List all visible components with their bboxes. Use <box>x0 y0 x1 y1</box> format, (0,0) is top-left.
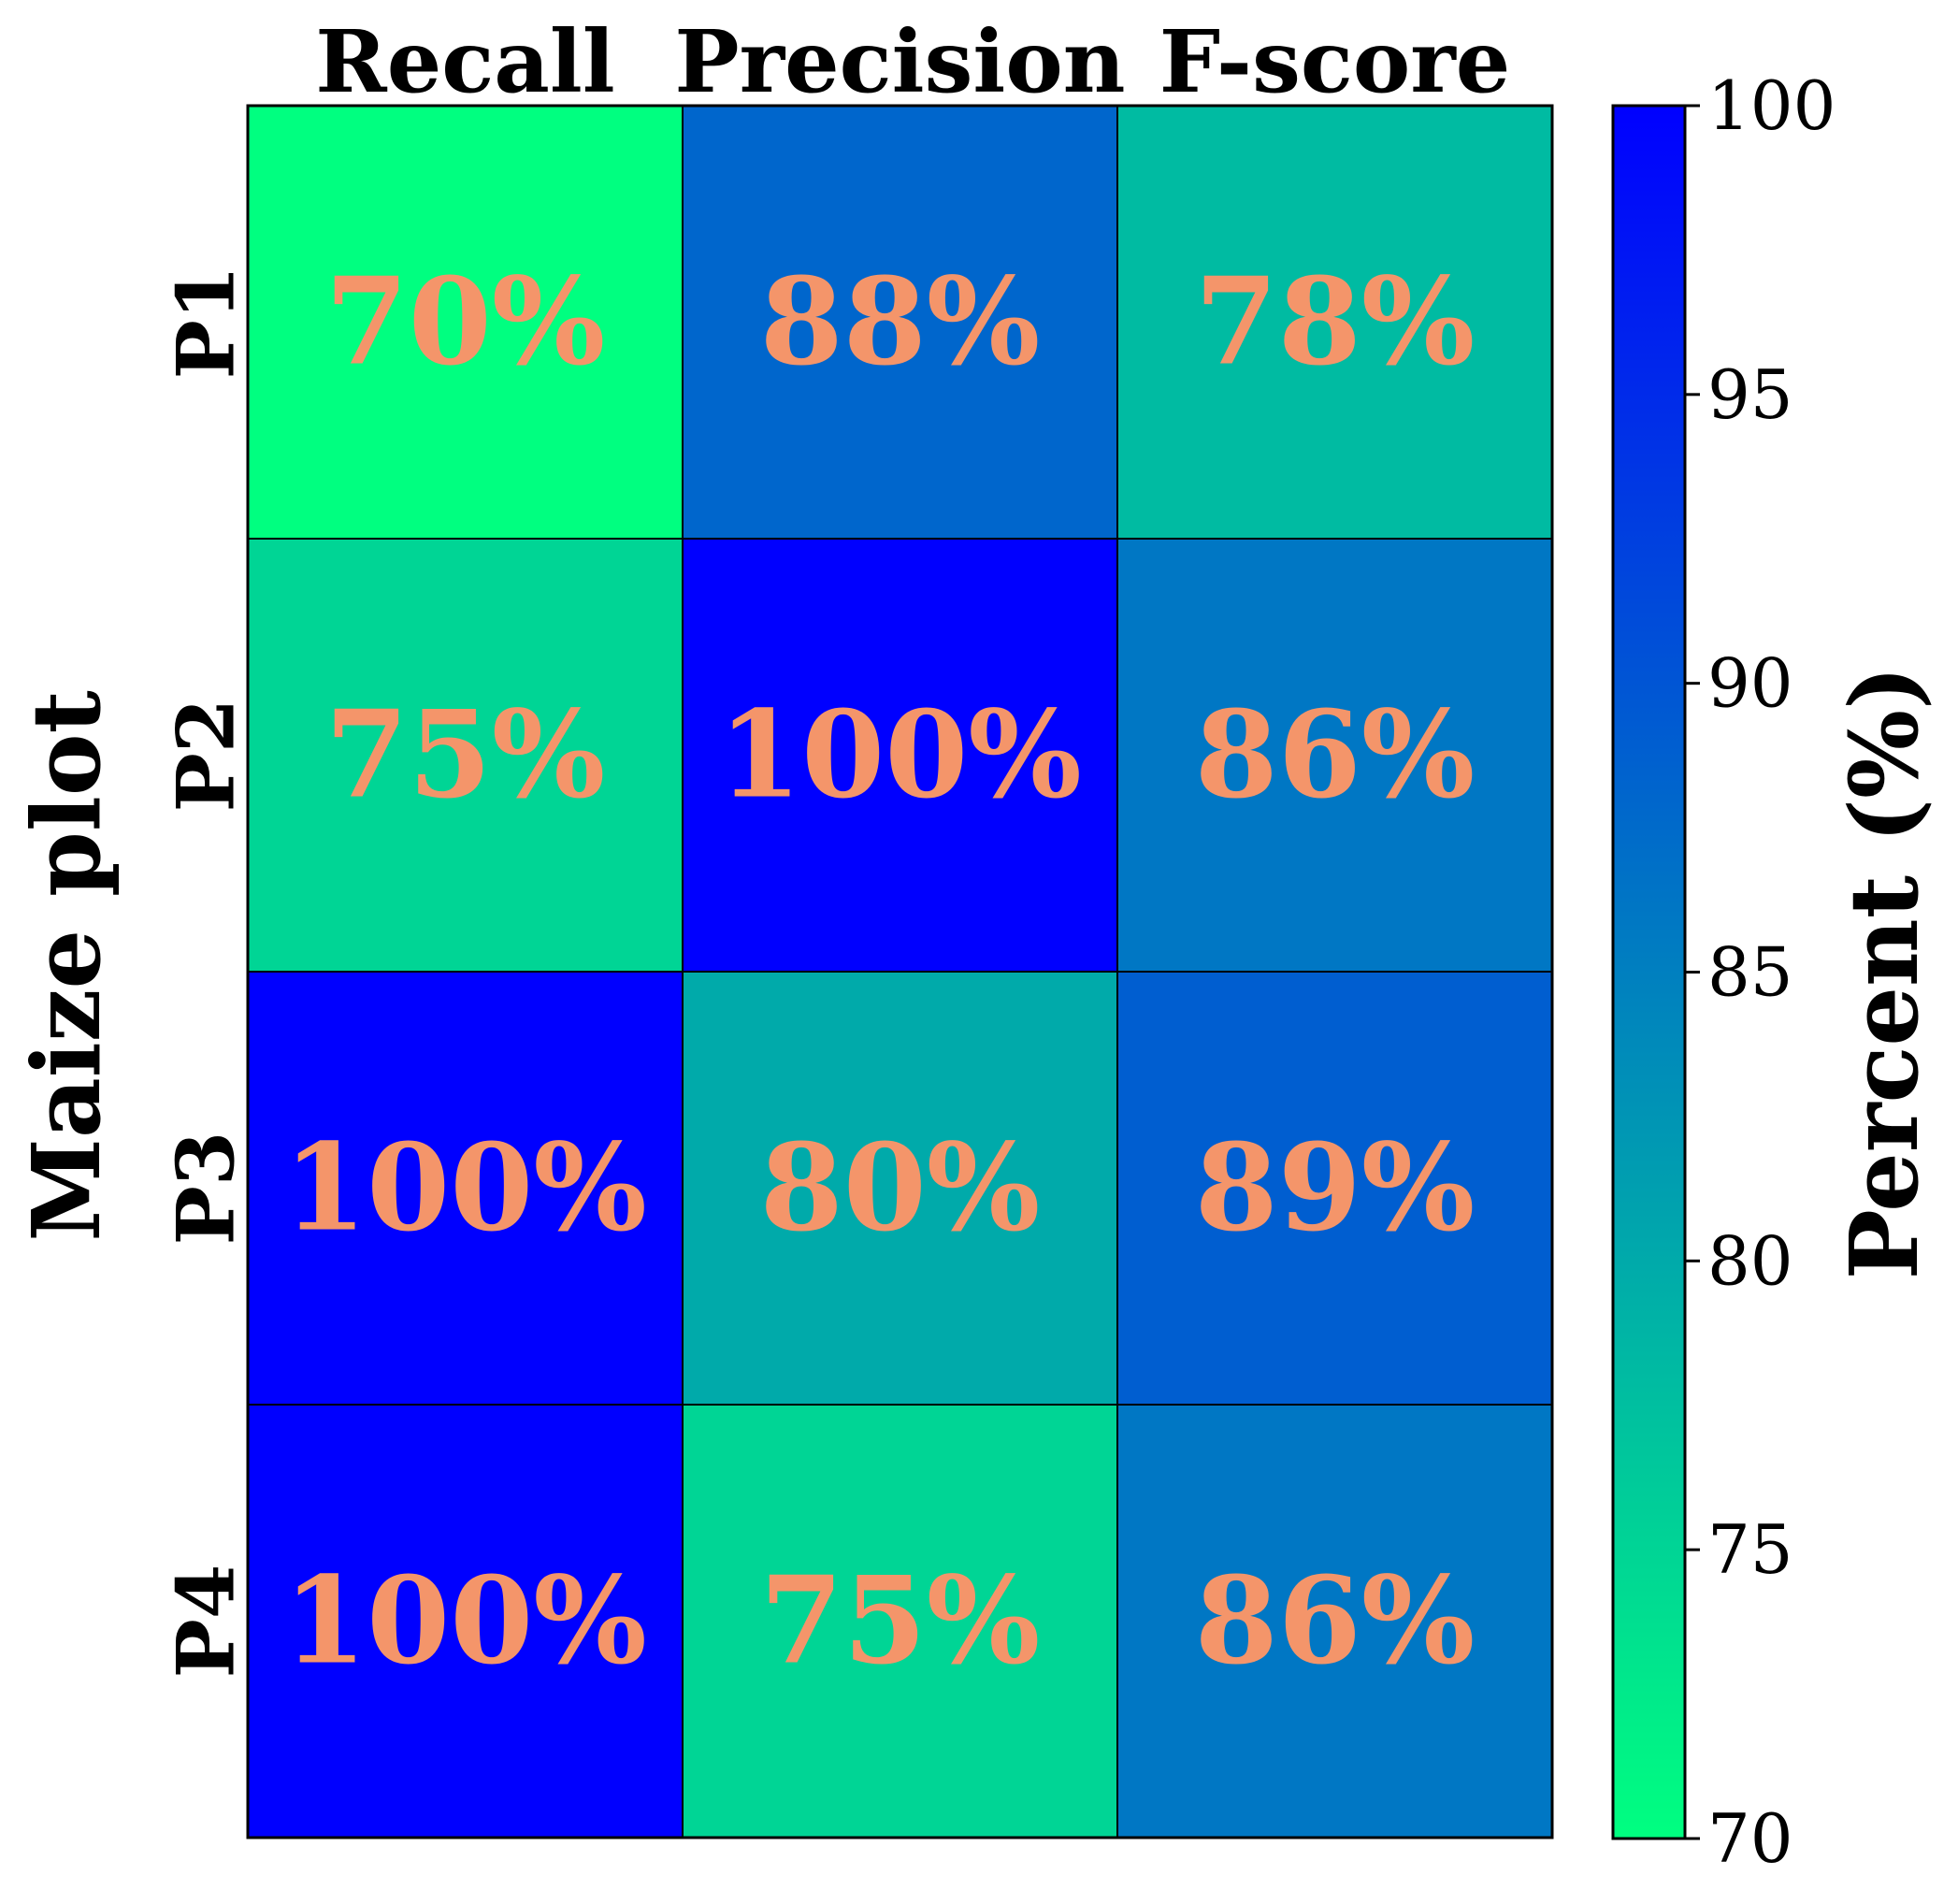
cell-value-label: 100% <box>283 1118 647 1259</box>
row-label: P4 <box>160 1565 252 1679</box>
heatmap-cell-labels: 70% 88% 78% 75% 100% 86% 100% 80% 89% 100% 75% 86% <box>283 252 1475 1692</box>
column-label: Recall <box>315 11 615 112</box>
colorbar-title: Percent (%) <box>1829 666 1939 1280</box>
heatmap-cell <box>247 971 684 1406</box>
heatmap-cell <box>682 971 1118 1406</box>
row-labels: P1 P2 P3 P4 <box>160 266 252 1679</box>
heatmap-cell <box>682 105 1118 540</box>
cell-value-label: 89% <box>1195 1118 1476 1259</box>
cell-value-label: 75% <box>760 1551 1041 1692</box>
cell-value-label: 75% <box>325 685 606 826</box>
colorbar-tick-label: 80 <box>1707 1221 1793 1300</box>
cell-value-label: 100% <box>718 685 1082 826</box>
colorbar <box>1611 104 1687 1840</box>
colorbar-tick-label: 85 <box>1707 933 1793 1012</box>
colorbar-tick-label: 70 <box>1707 1799 1793 1878</box>
heatmap-cell <box>247 538 684 973</box>
cell-value-label: 80% <box>760 1118 1041 1259</box>
cell-value-label: 78% <box>1195 252 1476 393</box>
cell-value-label: 86% <box>1195 1551 1476 1692</box>
column-label: Precision <box>674 11 1125 112</box>
row-label: P2 <box>160 699 252 813</box>
colorbar-tick-label: 100 <box>1707 66 1836 145</box>
column-labels: Recall Precision F-score <box>315 11 1510 112</box>
row-label: P3 <box>160 1132 252 1246</box>
colorbar-tick-label: 75 <box>1707 1510 1793 1589</box>
colorbar-ticks: 70 75 80 85 90 95 100 <box>1685 66 1836 1878</box>
heatmap-cell <box>1116 538 1553 973</box>
column-label: F-score <box>1159 11 1511 112</box>
cell-value-label: 100% <box>283 1551 647 1692</box>
y-axis-title: Maize plot <box>11 690 122 1242</box>
heatmap-frame <box>246 104 1554 1839</box>
row-label: P1 <box>160 266 252 380</box>
heatmap-cell <box>247 105 684 540</box>
cell-value-label: 86% <box>1195 685 1476 826</box>
heatmap-cell <box>682 538 1118 973</box>
cell-value-label: 88% <box>760 252 1041 393</box>
cell-value-label: 70% <box>325 252 606 393</box>
colorbar-tick-label: 90 <box>1707 644 1793 723</box>
heatmap-cell <box>247 1404 684 1839</box>
colorbar-tick-label: 95 <box>1707 355 1793 434</box>
heatmap-cell <box>1116 1404 1553 1839</box>
heatmap-cells <box>246 104 1554 1839</box>
